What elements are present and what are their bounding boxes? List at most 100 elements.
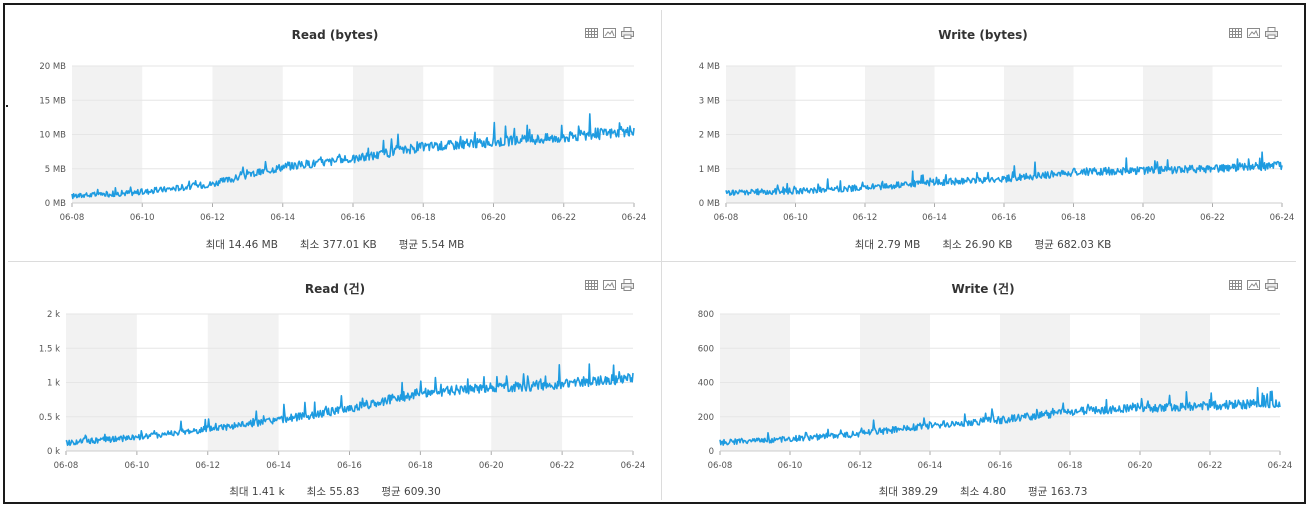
- y-tick-label: 0 MB: [45, 199, 66, 209]
- print-icon[interactable]: [1265, 24, 1278, 39]
- line-chart: 0 k 0.5 k 1 k 1.5 k 2 k 06-08 06-10 06-12 06-14 0…: [39, 310, 646, 471]
- y-tick-label: 600: [698, 344, 714, 354]
- x-tick-label: 06-18: [411, 213, 436, 223]
- chart-toolbar: [1229, 276, 1278, 291]
- summary-max: 최대 1.41 k: [229, 486, 285, 498]
- y-tick-label: 3 MB: [699, 96, 720, 106]
- series-line: [725, 151, 1283, 196]
- x-tick-label: 06-08: [54, 461, 79, 471]
- x-tick-label: 06-16: [341, 213, 366, 223]
- summary-avg: 평균 5.54 MB: [398, 239, 465, 251]
- y-tick-label: 2 MB: [699, 131, 720, 141]
- summary-min: 최소 26.90 KB: [942, 239, 1013, 251]
- x-tick-label: 06-10: [130, 213, 155, 223]
- x-tick-label: 06-22: [551, 213, 576, 223]
- panel-divider-horizontal: [8, 261, 1296, 262]
- y-tick-label: 20 MB: [39, 62, 66, 72]
- y-tick-label: 1 k: [47, 379, 60, 389]
- x-tick-label: 06-20: [481, 213, 506, 223]
- chart-title: Read (bytes): [291, 28, 379, 42]
- x-tick-label: 06-20: [1128, 461, 1153, 471]
- x-tick-label: 06-16: [988, 461, 1013, 471]
- x-tick-label: 06-24: [622, 213, 647, 223]
- x-tick-label: 06-24: [1268, 461, 1293, 471]
- x-tick-label: 06-24: [621, 461, 646, 471]
- x-tick-label: 06-20: [1131, 213, 1156, 223]
- y-tick-label: 200: [698, 413, 714, 423]
- x-tick-label: 06-12: [195, 461, 220, 471]
- y-tick-label: 2 k: [47, 310, 60, 320]
- stray-mark: [6, 105, 8, 107]
- x-tick-label: 06-18: [1061, 213, 1086, 223]
- table-icon[interactable]: [1229, 276, 1242, 290]
- x-tick-label: 06-18: [408, 461, 433, 471]
- x-tick-label: 06-16: [992, 213, 1017, 223]
- y-tick-label: 0 k: [47, 447, 60, 457]
- chart-panel-4: Write (건) 0 200 400 600 800 06-08 06-10 06-12 06-…: [662, 262, 1304, 502]
- y-tick-label: 5 MB: [45, 165, 66, 175]
- summary-min: 최소 55.83: [306, 486, 360, 498]
- x-tick-label: 06-16: [337, 461, 362, 471]
- line-chart: 0 200 400 600 800 06-08 06-10 06-12 06-14 06-16 06…: [698, 310, 1293, 471]
- chart-summary: 최대 14.46 MB 최소 377.01 KB 평균 5.54 MB: [10, 237, 660, 252]
- chart-summary: 최대 2.79 MB 최소 26.90 KB 평균 682.03 KB: [662, 237, 1304, 252]
- summary-avg: 평균 609.30: [381, 486, 441, 498]
- x-tick-label: 06-24: [1270, 213, 1295, 223]
- x-tick-label: 06-22: [1200, 213, 1225, 223]
- series-line: [719, 386, 1281, 446]
- summary-min: 최소 4.80: [959, 486, 1007, 498]
- series-line: [65, 363, 634, 447]
- y-tick-label: 0 MB: [699, 199, 720, 209]
- x-tick-label: 06-22: [1198, 461, 1223, 471]
- y-tick-label: 0: [709, 447, 714, 457]
- x-tick-label: 06-08: [60, 213, 85, 223]
- y-tick-label: 4 MB: [699, 62, 720, 72]
- print-icon[interactable]: [621, 276, 634, 291]
- print-icon[interactable]: [621, 24, 634, 39]
- chart-panel-3: Read (건) 0 k 0.5 k 1 k 1.5 k 2 k 06-08 06-10 06-…: [10, 262, 660, 502]
- y-tick-label: 400: [698, 379, 714, 389]
- x-tick-label: 06-14: [922, 213, 947, 223]
- table-icon[interactable]: [585, 276, 598, 290]
- x-tick-label: 06-22: [550, 461, 575, 471]
- chart-toolbar: [585, 276, 634, 291]
- x-tick-label: 06-20: [479, 461, 504, 471]
- x-tick-label: 06-10: [783, 213, 808, 223]
- image-icon[interactable]: [603, 276, 616, 290]
- x-tick-label: 06-08: [714, 213, 739, 223]
- line-chart: 0 MB 5 MB 10 MB 15 MB 20 MB 06-08 06-10 06-12 06…: [39, 62, 647, 223]
- x-tick-label: 06-12: [853, 213, 878, 223]
- print-icon[interactable]: [1265, 276, 1278, 291]
- table-icon[interactable]: [1229, 24, 1242, 38]
- image-icon[interactable]: [1247, 276, 1260, 290]
- y-tick-label: 1.5 k: [39, 344, 60, 354]
- chart-summary: 최대 389.29 최소 4.80 평균 163.73: [662, 484, 1304, 499]
- x-tick-label: 06-18: [1058, 461, 1083, 471]
- y-tick-label: 10 MB: [39, 131, 66, 141]
- summary-max: 최대 14.46 MB: [205, 239, 278, 251]
- summary-min: 최소 377.01 KB: [299, 239, 377, 251]
- y-tick-label: 0.5 k: [39, 413, 60, 423]
- chart-title: Write (건): [951, 282, 1015, 296]
- table-icon[interactable]: [585, 24, 598, 38]
- image-icon[interactable]: [603, 24, 616, 38]
- line-chart: 0 MB 1 MB 2 MB 3 MB 4 MB 06-08 06-10 06-12 06-14…: [699, 62, 1295, 223]
- summary-max: 최대 2.79 MB: [854, 239, 921, 251]
- image-icon[interactable]: [1247, 24, 1260, 38]
- chart-panel-2: Write (bytes) 0 MB 1 MB 2 MB 3 MB 4 MB 06-08 06…: [662, 10, 1304, 260]
- chart-title: Read (건): [304, 282, 366, 296]
- chart-summary: 최대 1.41 k 최소 55.83 평균 609.30: [10, 484, 660, 499]
- summary-avg: 평균 682.03 KB: [1034, 239, 1112, 251]
- chart-title: Write (bytes): [938, 28, 1028, 42]
- x-tick-label: 06-10: [125, 461, 150, 471]
- x-tick-label: 06-08: [708, 461, 733, 471]
- x-tick-label: 06-14: [270, 213, 295, 223]
- y-tick-label: 15 MB: [39, 96, 66, 106]
- chart-toolbar: [585, 24, 634, 39]
- chart-toolbar: [1229, 24, 1278, 39]
- y-tick-label: 1 MB: [699, 165, 720, 175]
- y-tick-label: 800: [698, 310, 714, 320]
- x-tick-label: 06-10: [778, 461, 803, 471]
- panel-divider-vertical: [661, 10, 662, 500]
- summary-max: 최대 389.29: [878, 486, 938, 498]
